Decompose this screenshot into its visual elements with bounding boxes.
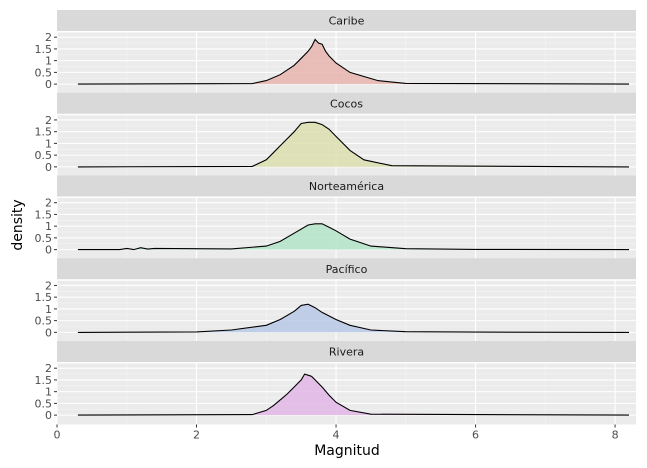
y-tick-label: 2 xyxy=(45,197,52,210)
y-tick-label: 1 xyxy=(45,55,52,68)
x-axis: 0 2 4 6 8 xyxy=(54,424,619,442)
facet-strip xyxy=(57,10,636,31)
facet-2: Cocos 00.511.52 xyxy=(35,92,636,177)
density-line xyxy=(77,303,630,333)
facet-strip xyxy=(57,341,636,362)
density-area xyxy=(77,39,629,85)
y-tick-label: 1.5 xyxy=(35,43,53,56)
y-tick-label: 0.5 xyxy=(35,232,53,245)
y-tick-label: 2 xyxy=(45,31,52,44)
y-tick-label: 0 xyxy=(45,244,52,257)
y-tick-label: 1.5 xyxy=(35,291,53,304)
density-area xyxy=(77,223,629,250)
density-area xyxy=(77,122,629,167)
x-tick-label: 8 xyxy=(612,429,619,442)
density-line xyxy=(77,121,630,168)
y-tick-label: 1 xyxy=(45,220,52,233)
density-line xyxy=(77,223,630,251)
y-tick-label: 2 xyxy=(45,114,52,127)
facet-strip-label: Pacífico xyxy=(326,263,368,276)
facet-strip-label: Caribe xyxy=(329,15,365,28)
x-tick-label: 6 xyxy=(472,429,479,442)
x-tick-label: 4 xyxy=(333,429,340,442)
y-tick-label: 0 xyxy=(45,409,52,422)
facet-3: Norteamérica 00.511.52 xyxy=(35,175,636,259)
y-tick-label: 0.5 xyxy=(35,66,53,79)
y-tick-label: 0 xyxy=(45,78,52,91)
y-axis-title: density xyxy=(10,199,26,250)
y-tick-label: 0.5 xyxy=(35,315,53,328)
density-area xyxy=(77,304,629,333)
x-tick-label: 2 xyxy=(193,429,200,442)
y-tick-label: 1.5 xyxy=(35,208,53,221)
y-tick-label: 1 xyxy=(45,303,52,316)
facet-panels: Caribe00.511.52Cocos00.511.52Norteaméric… xyxy=(35,10,636,425)
facet-strip xyxy=(57,92,636,114)
density-line xyxy=(77,373,630,416)
facet-strip xyxy=(57,258,636,280)
y-tick-label: 0.5 xyxy=(35,149,53,162)
facet-5: Rivera 00.511.52 xyxy=(35,341,636,425)
y-tick-label: 0 xyxy=(45,326,52,339)
y-tick-label: 1 xyxy=(45,137,52,150)
y-tick-label: 0 xyxy=(45,161,52,174)
y-tick-label: 1 xyxy=(45,386,52,399)
y-tick-label: 2 xyxy=(45,362,52,375)
facet-4: Pacífico 00.511.52 xyxy=(35,258,636,342)
y-tick-label: 1.5 xyxy=(35,374,53,387)
gridlines xyxy=(56,32,636,94)
facet-strip xyxy=(57,175,636,197)
x-axis-title: Magnitud xyxy=(314,443,380,459)
x-tick-label: 0 xyxy=(54,429,61,442)
y-tick-label: 1.5 xyxy=(35,126,53,139)
y-tick-label: 0.5 xyxy=(35,397,53,410)
facet-strip-label: Cocos xyxy=(330,97,363,110)
density-line xyxy=(77,38,630,85)
facet-strip-label: Rivera xyxy=(329,346,364,359)
facet-strip-label: Norteamérica xyxy=(309,180,384,193)
facet-1: Caribe 00.511.52 xyxy=(35,10,636,94)
y-tick-label: 2 xyxy=(45,279,52,292)
